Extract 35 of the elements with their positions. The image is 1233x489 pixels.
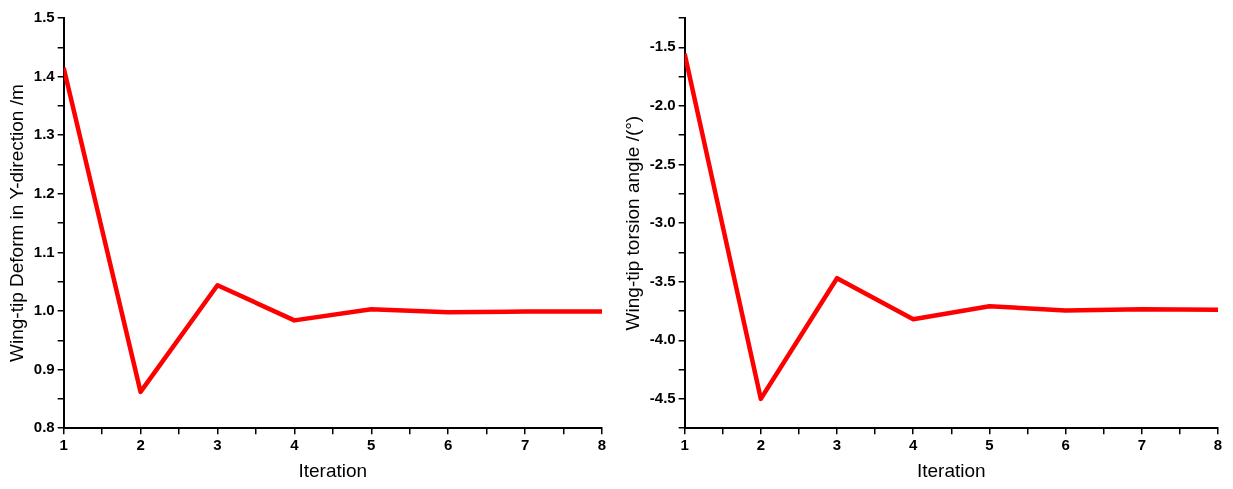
y-tick-label: -2.0 [649,96,676,114]
x-axis-title: Iteration [298,459,368,481]
x-tick-label: 2 [756,436,766,454]
x-tick-label: 8 [1213,436,1223,454]
x-tick-label: 4 [909,436,919,454]
x-tick-label: 3 [832,436,842,454]
x-tick-label: 1 [59,436,68,454]
y-axis-title: Wing-tip Deform in Y-direction /m [5,84,27,362]
y-tick-label: -4.0 [649,330,676,348]
y-tick-label: -1.5 [649,37,676,55]
y-tick-label: 0.9 [33,359,55,377]
y-tick-label: 0.8 [33,418,55,436]
x-tick-label: 2 [136,436,145,454]
y-tick-label: 1.0 [33,301,55,319]
x-tick-label: 8 [597,436,607,454]
y-tick-label: -2.5 [649,154,676,172]
x-tick-label: 7 [1137,436,1146,454]
y-tick-label: -3.0 [649,213,676,231]
x-axis-title: Iteration [917,459,986,481]
y-tick-label: 1.2 [33,183,55,201]
x-tick-label: 4 [290,436,300,454]
x-tick-label: 3 [213,436,222,454]
x-tick-label: 5 [985,436,994,454]
y-tick-label: -3.5 [649,271,676,289]
y-tick-label: 1.4 [33,66,56,84]
y-tick-label: -4.5 [649,389,676,407]
x-tick-label: 7 [520,436,530,454]
y-tick-label: 1.1 [33,242,55,260]
y-tick-label: 1.5 [33,8,55,26]
x-tick-label: 1 [680,436,689,454]
x-tick-label: 5 [367,436,376,454]
y-axis-title: Wing-tip torsion angle /(°) [621,115,643,331]
x-tick-label: 6 [444,436,453,454]
y-tick-label: 1.3 [33,125,55,143]
x-tick-label: 6 [1061,436,1070,454]
